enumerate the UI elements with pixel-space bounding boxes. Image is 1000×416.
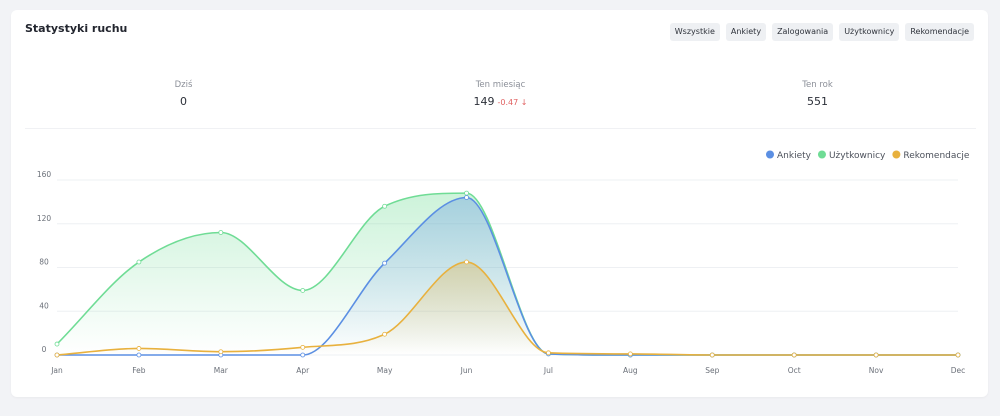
y-tick-label: 0	[42, 345, 47, 354]
data-point-rekomendacje	[218, 349, 224, 355]
stat-this-year: Ten rok 551	[659, 80, 976, 128]
data-point-rekomendacje	[382, 331, 388, 337]
data-point-ankiety	[464, 195, 469, 200]
stat-today: Dziś 0	[25, 80, 342, 128]
y-tick-label: 40	[39, 301, 49, 310]
data-point-ankiety	[136, 352, 142, 358]
x-tick-label: Oct	[788, 366, 801, 375]
legend-marker-rekomendacje	[892, 150, 901, 159]
data-point-rekomendacje	[464, 259, 469, 265]
filter-users-button[interactable]: Użytkownicy	[839, 23, 900, 41]
data-point-rekomendacje	[54, 352, 60, 358]
data-point-rekomendacje	[136, 346, 142, 351]
stat-label: Dziś	[174, 80, 193, 90]
x-tick-label: Sep	[705, 366, 719, 375]
stat-value: 149	[473, 95, 495, 108]
data-point-rekomendacje	[546, 350, 551, 356]
filter-logins-button[interactable]: Zalogowania	[772, 23, 834, 41]
data-point-uzytkownicy	[464, 190, 469, 196]
filter-group: Wszystkie Ankiety Zalogowania Użytkownic…	[669, 23, 974, 41]
x-tick-label: Aug	[623, 366, 638, 375]
stat-label: Ten miesiąc	[475, 80, 526, 90]
data-point-ankiety	[382, 260, 388, 266]
x-tick-label: Jul	[543, 366, 553, 375]
data-point-ankiety	[300, 352, 306, 358]
x-tick-label: Apr	[296, 366, 310, 375]
x-tick-label: Nov	[869, 366, 884, 375]
filter-recommendations-button[interactable]: Rekomendacje	[905, 23, 974, 41]
y-tick-label: 120	[37, 214, 52, 223]
data-point-rekomendacje	[873, 352, 879, 358]
x-tick-label: Feb	[132, 366, 146, 375]
stats-row: Dziś 0 Ten miesiąc 149 -0.47 ↓ Ten rok 55…	[25, 80, 976, 129]
data-point-rekomendacje	[300, 344, 306, 350]
y-tick-label: 160	[37, 170, 52, 179]
data-point-rekomendacje	[791, 352, 797, 358]
stat-delta-badge: -0.47 ↓	[497, 98, 528, 107]
stat-value: 0	[180, 95, 187, 108]
stat-this-month: Ten miesiąc 149 -0.47 ↓	[342, 80, 659, 128]
stat-label: Ten rok	[802, 80, 833, 90]
y-tick-label: 80	[39, 258, 49, 267]
legend-label-ankiety: Ankiety	[777, 151, 812, 161]
legend-marker-ankiety	[766, 150, 774, 159]
legend-label-rekomendacje: Rekomendacje	[903, 151, 969, 161]
data-point-rekomendacje	[709, 352, 715, 358]
card-title: Statystyki ruchu	[25, 22, 128, 35]
x-tick-label: May	[377, 366, 393, 375]
data-point-rekomendacje	[627, 351, 633, 357]
stat-value: 551	[807, 95, 828, 108]
legend-marker-uzytkownicy	[817, 150, 826, 159]
legend-label-uzytkownicy: Użytkownicy	[829, 151, 886, 161]
filter-all-button[interactable]: Wszystkie	[669, 23, 720, 41]
data-point-uzytkownicy	[54, 341, 60, 347]
data-point-uzytkownicy	[382, 203, 388, 209]
data-point-rekomendacje	[955, 352, 961, 358]
x-tick-label: Mar	[214, 366, 229, 375]
x-tick-label: Jan	[50, 366, 63, 375]
filter-surveys-button[interactable]: Ankiety	[725, 23, 767, 41]
x-tick-label: Jun	[460, 366, 473, 375]
data-point-uzytkownicy	[300, 288, 306, 293]
data-point-uzytkownicy	[218, 230, 224, 235]
data-point-uzytkownicy	[136, 259, 142, 265]
x-tick-label: Dec	[951, 366, 966, 375]
